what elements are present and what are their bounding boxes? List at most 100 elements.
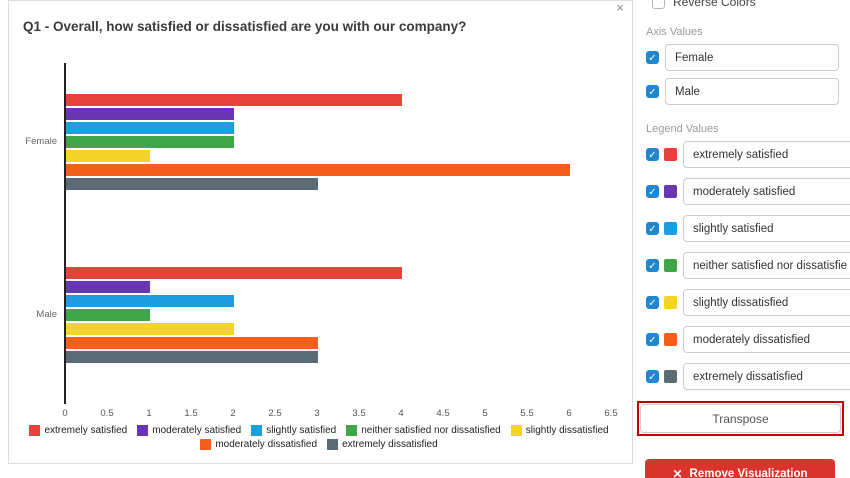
legend-checkbox[interactable]: ✓ xyxy=(646,259,659,272)
legend-label: moderately dissatisfied xyxy=(215,439,318,450)
axis-value-row: ✓ xyxy=(640,44,840,71)
x-tick-label: 6.5 xyxy=(604,408,618,419)
series-color-swatch xyxy=(664,185,677,198)
legend-label: neither satisfied nor dissatisfied xyxy=(361,425,501,436)
bar xyxy=(66,337,318,349)
visualization-panel: Q1 - Overall, how satisfied or dissatisf… xyxy=(8,0,633,464)
series-color-swatch xyxy=(664,148,677,161)
series-color-swatch xyxy=(664,259,677,272)
x-tick-label: 4 xyxy=(398,408,404,419)
legend-label: slightly dissatisfied xyxy=(525,425,609,436)
bar xyxy=(66,351,318,363)
legend-value-input[interactable] xyxy=(683,178,850,205)
axis-checkbox[interactable]: ✓ xyxy=(646,85,659,98)
axis-values-list: ✓✓ xyxy=(640,44,840,112)
bar xyxy=(66,309,150,321)
x-tick-label: 1.5 xyxy=(184,408,198,419)
x-tick-label: 5.5 xyxy=(520,408,534,419)
legend-item: slightly satisfied xyxy=(251,425,336,436)
bar xyxy=(66,295,234,307)
legend-value-row: ✓ xyxy=(640,178,850,205)
x-tick-label: 4.5 xyxy=(436,408,450,419)
legend-swatch xyxy=(137,425,149,436)
legend-swatch xyxy=(251,425,263,436)
bar xyxy=(66,122,234,134)
bar xyxy=(66,150,150,162)
axis-checkbox[interactable]: ✓ xyxy=(646,51,659,64)
legend-label: moderately satisfied xyxy=(152,425,242,436)
reverse-colors-label: Reverse Colors xyxy=(673,0,756,9)
legend-value-row: ✓ xyxy=(640,363,850,390)
bar xyxy=(66,164,570,176)
x-tick-label: 5 xyxy=(482,408,488,419)
series-color-swatch xyxy=(664,222,677,235)
x-tick-label: 0 xyxy=(62,408,68,419)
legend-checkbox[interactable]: ✓ xyxy=(646,370,659,383)
bar xyxy=(66,108,234,120)
legend-swatch xyxy=(200,439,212,450)
legend-item: moderately dissatisfied xyxy=(200,439,317,450)
series-color-swatch xyxy=(664,296,677,309)
remove-visualization-button[interactable]: ✕ Remove Visualization xyxy=(645,459,835,478)
chart-legend: extremely satisfied moderately satisfied s… xyxy=(11,425,627,450)
x-tick-label: 0.5 xyxy=(100,408,114,419)
legend-swatch xyxy=(327,439,339,450)
y-axis-line xyxy=(64,63,66,404)
legend-value-input[interactable] xyxy=(683,215,850,242)
legend-swatch xyxy=(29,425,41,436)
close-icon[interactable]: × xyxy=(616,0,624,15)
transpose-highlight-annotation: Transpose xyxy=(637,401,844,436)
legend-value-row: ✓ xyxy=(640,326,850,353)
bar xyxy=(66,178,318,190)
y-axis-label: Female xyxy=(25,136,57,147)
legend-value-input[interactable] xyxy=(683,252,850,279)
x-tick-label: 2.5 xyxy=(268,408,282,419)
bar xyxy=(66,136,234,148)
bar-chart: Female Male 0 0.5 1 1.5 2 2.5 3 3.5 4 4.5 5 5.5 6 6.5 xyxy=(9,53,629,423)
legend-value-input[interactable] xyxy=(683,141,850,168)
legend-swatch xyxy=(346,425,358,436)
x-tick-label: 2 xyxy=(230,408,236,419)
series-color-swatch xyxy=(664,370,677,383)
remove-visualization-label: Remove Visualization xyxy=(689,468,808,478)
legend-checkbox[interactable]: ✓ xyxy=(646,185,659,198)
legend-item: neither satisfied nor dissatisfied xyxy=(346,425,501,436)
legend-value-row: ✓ xyxy=(640,141,850,168)
remove-x-icon: ✕ xyxy=(672,467,683,478)
legend-value-row: ✓ xyxy=(640,215,850,242)
settings-panel: Reverse Colors Axis Values ✓✓ Legend Val… xyxy=(637,0,850,478)
legend-item: extremely satisfied xyxy=(29,425,127,436)
x-tick-label: 6 xyxy=(566,408,572,419)
bar xyxy=(66,267,402,279)
x-tick-label: 3.5 xyxy=(352,408,366,419)
bar xyxy=(66,94,402,106)
transpose-button[interactable]: Transpose xyxy=(640,404,841,433)
legend-checkbox[interactable]: ✓ xyxy=(646,296,659,309)
legend-value-row: ✓ xyxy=(640,252,850,279)
legend-label: slightly satisfied xyxy=(266,425,337,436)
legend-value-row: ✓ xyxy=(640,289,850,316)
legend-checkbox[interactable]: ✓ xyxy=(646,333,659,346)
reverse-colors-checkbox[interactable] xyxy=(652,0,665,9)
legend-value-input[interactable] xyxy=(683,326,850,353)
axis-value-input[interactable] xyxy=(665,44,839,71)
bar xyxy=(66,323,234,335)
legend-value-input[interactable] xyxy=(683,363,850,390)
legend-values-list: ✓ ✓ ✓ ✓ ✓ ✓ ✓ xyxy=(640,141,850,400)
legend-label: extremely dissatisfied xyxy=(342,439,438,450)
reverse-colors-row: Reverse Colors xyxy=(646,0,756,9)
axis-values-heading: Axis Values xyxy=(646,26,703,38)
legend-item: extremely dissatisfied xyxy=(327,439,438,450)
x-tick-label: 3 xyxy=(314,408,320,419)
legend-swatch xyxy=(510,425,522,436)
legend-checkbox[interactable]: ✓ xyxy=(646,222,659,235)
legend-checkbox[interactable]: ✓ xyxy=(646,148,659,161)
bar xyxy=(66,281,150,293)
series-color-swatch xyxy=(664,333,677,346)
legend-values-heading: Legend Values xyxy=(646,123,719,135)
legend-item: slightly dissatisfied xyxy=(510,425,609,436)
legend-value-input[interactable] xyxy=(683,289,850,316)
legend-item: moderately satisfied xyxy=(137,425,241,436)
axis-value-row: ✓ xyxy=(640,78,840,105)
axis-value-input[interactable] xyxy=(665,78,839,105)
